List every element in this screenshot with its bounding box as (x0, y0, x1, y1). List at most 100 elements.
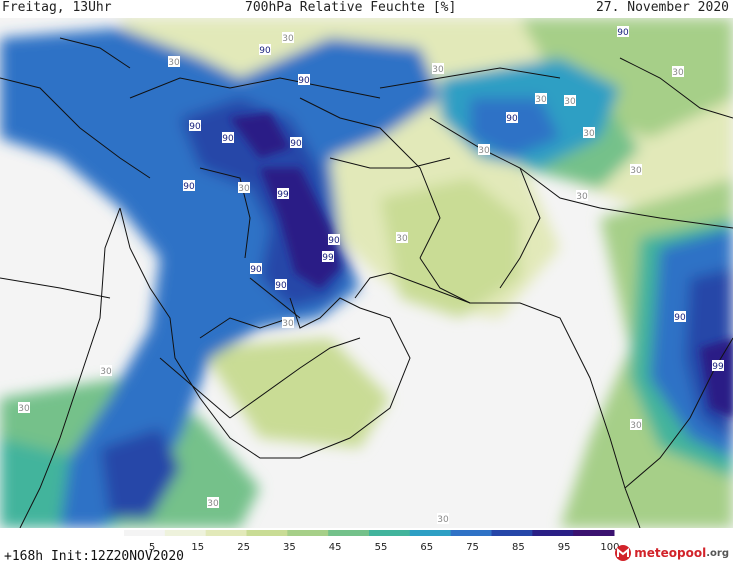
contour-label: 30 (630, 419, 642, 431)
colorbar-swatch (124, 530, 166, 536)
contour-label-text: 30 (478, 146, 490, 156)
contour-label: 30 (238, 182, 250, 194)
contour-label: 30 (478, 144, 490, 156)
contour-label: 90 (298, 74, 310, 86)
contour-label-text: 90 (222, 134, 234, 144)
colorbar-tick-label: 85 (512, 542, 525, 553)
contour-label: 90 (259, 44, 271, 56)
contour-label-text: 30 (630, 421, 642, 431)
colorbar-tick-label: 55 (375, 542, 388, 553)
contour-label-text: 30 (672, 68, 684, 78)
contour-label: 90 (250, 263, 262, 275)
contour-label: 90 (506, 112, 518, 124)
contour-label-text: 30 (282, 34, 294, 44)
contour-label-text: 30 (18, 404, 30, 414)
colorbar-ticks: 5 15 25 35 45 55 65 75 85 95 100 (149, 542, 620, 553)
contour-label-text: 99 (712, 362, 724, 372)
logo-icon (615, 545, 632, 561)
colorbar-swatch (532, 530, 574, 536)
colorbar-swatch (409, 530, 452, 536)
colorbar-swatch (287, 530, 329, 536)
contour-label: 90 (189, 120, 201, 132)
contour-label: 30 (207, 497, 219, 509)
valid-date: 27. November 2020 (595, 0, 729, 15)
contour-label-text: 90 (674, 313, 686, 323)
contour-label: 90 (183, 180, 195, 192)
contour-label: 30 (18, 402, 30, 414)
contour-label-text: 90 (189, 122, 201, 132)
contour-label-text: 30 (168, 58, 180, 68)
contour-label-text: 30 (396, 234, 408, 244)
colorbar-swatch (369, 530, 411, 536)
contour-label-text: 30 (576, 192, 588, 202)
contour-label-text: 90 (275, 281, 287, 291)
contour-label-text: 90 (259, 46, 271, 56)
contour-label: 99 (712, 360, 724, 372)
contour-label: 30 (535, 93, 547, 105)
colorbar-tick-label: 35 (283, 542, 296, 553)
colorbar-swatch (573, 530, 615, 536)
humidity-map: 90 90 90 90 90 99 90 30 90 99 90 90 30 30 30 90 30 30 30 30… (0, 18, 733, 528)
colorbar-swatch (450, 530, 492, 536)
contour-label: 30 (564, 95, 576, 107)
colorbar-tick-label: 25 (237, 542, 250, 553)
contour-label-text: 90 (506, 114, 518, 124)
coastlines-and-borders (0, 37, 733, 528)
colorbar-swatch (164, 530, 207, 536)
contour-label-text: 30 (583, 129, 595, 139)
contour-label: 99 (322, 251, 334, 263)
meteopool-logo[interactable]: meteopool .org (614, 544, 729, 562)
logo-suffix: .org (706, 547, 729, 559)
contour-label: 90 (328, 234, 340, 246)
contour-label: 30 (583, 127, 595, 139)
contour-label-text: 30 (437, 515, 449, 525)
contour-label-text: 90 (183, 182, 195, 192)
contour-label-text: 99 (322, 253, 334, 263)
contour-label: 90 (617, 26, 629, 38)
contour-label: 30 (168, 56, 180, 68)
contour-labels: 90 90 90 90 90 99 90 30 90 99 90 90 30 30 30 90 30 30 30 30… (18, 26, 724, 525)
contour-label-text: 30 (238, 184, 250, 194)
colorbar: 5 15 25 35 45 55 65 75 85 95 100 (124, 530, 620, 553)
contour-label: 30 (432, 63, 444, 75)
colorbar-tick-label: 65 (420, 542, 433, 553)
contour-label-text: 30 (535, 95, 547, 105)
contour-label: 30 (282, 317, 294, 329)
colorbar-tick-label: 75 (466, 542, 479, 553)
colorbar-tick-label: 15 (191, 542, 204, 553)
colorbar-swatch (491, 530, 533, 536)
contour-label: 90 (222, 132, 234, 144)
contour-label-text: 30 (207, 499, 219, 509)
contour-label: 30 (437, 513, 449, 525)
colorbar-swatch (205, 530, 247, 536)
contour-label-text: 90 (298, 76, 310, 86)
colorbar-swatch (328, 530, 370, 536)
contour-label: 90 (275, 279, 287, 291)
colorbar-tick-label: 95 (558, 542, 571, 553)
contour-label: 30 (630, 164, 642, 176)
contour-label: 90 (290, 137, 302, 149)
colorbar-swatches (124, 530, 615, 536)
contour-label: 30 (282, 32, 294, 44)
contour-label-text: 99 (277, 190, 289, 200)
map-title: 700hPa Relative Feuchte [%] (245, 0, 457, 15)
colorbar-tick-label: 100 (600, 542, 619, 553)
contour-label-text: 90 (290, 139, 302, 149)
contour-label-text: 30 (432, 65, 444, 75)
contour-label: 30 (100, 365, 112, 377)
contour-label: 30 (576, 190, 588, 202)
contour-label-text: 90 (250, 265, 262, 275)
contour-label-text: 90 (617, 28, 629, 38)
contour-label: 99 (277, 188, 289, 200)
contour-label-text: 30 (100, 367, 112, 377)
contour-label: 30 (396, 232, 408, 244)
contour-label-text: 30 (630, 166, 642, 176)
run-info: +168h Init:12Z20NOV2020 (4, 549, 185, 564)
logo-text: meteopool (634, 546, 707, 560)
contour-label: 30 (672, 66, 684, 78)
contour-label-text: 90 (328, 236, 340, 246)
colorbar-tick-label: 5 (149, 542, 155, 553)
colorbar-tick-label: 45 (329, 542, 342, 553)
contour-label-text: 30 (282, 319, 294, 329)
valid-day-time: Freitag, 13Uhr (2, 0, 112, 15)
